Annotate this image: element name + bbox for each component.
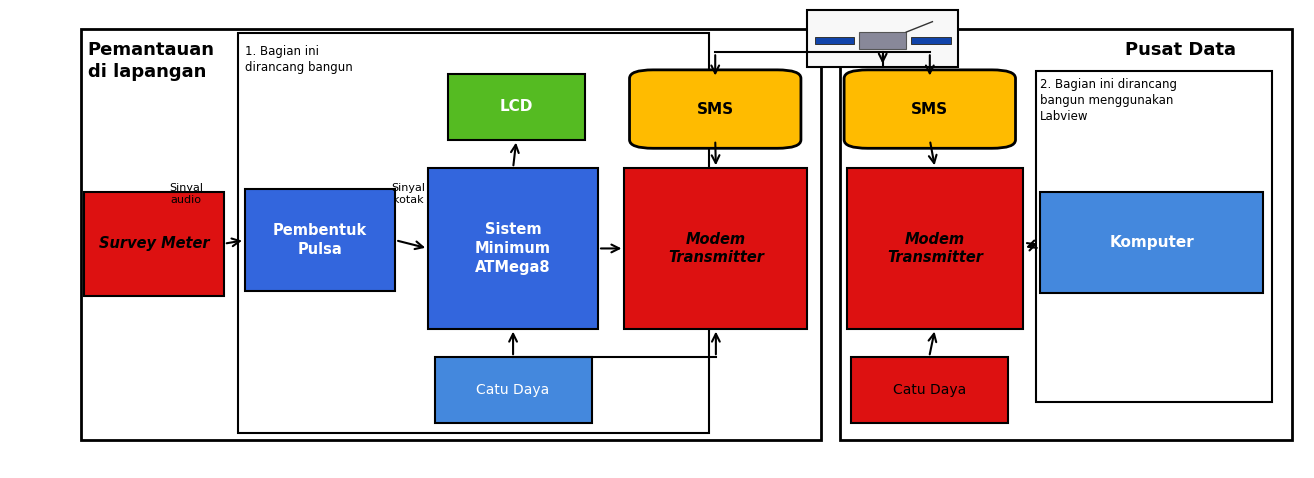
Text: SMS: SMS	[911, 102, 949, 117]
Text: Sinyal
audio: Sinyal audio	[170, 183, 202, 206]
Bar	[435, 357, 591, 423]
Text: Sistem
Minimum
ATMega8: Sistem Minimum ATMega8	[476, 222, 551, 274]
Text: 2. Bagian ini dirancang
bangun menggunakan
Labview: 2. Bagian ini dirancang bangun menggunak…	[1041, 78, 1177, 123]
FancyBboxPatch shape	[629, 70, 802, 148]
Text: Sinyal
kotak: Sinyal kotak	[392, 183, 426, 206]
Text: Komputer: Komputer	[1109, 235, 1194, 250]
Text: Catu Daya: Catu Daya	[892, 383, 966, 397]
Text: Pusat Data: Pusat Data	[1125, 41, 1236, 59]
Bar	[84, 192, 223, 296]
FancyBboxPatch shape	[844, 70, 1016, 148]
Bar	[1041, 192, 1263, 293]
Bar	[912, 37, 951, 44]
Bar	[238, 33, 710, 433]
Text: SMS: SMS	[696, 102, 733, 117]
Bar	[808, 10, 958, 66]
Bar	[840, 29, 1292, 440]
Text: Pemantauan
di lapangan: Pemantauan di lapangan	[88, 41, 214, 81]
Text: Catu Daya: Catu Daya	[477, 383, 549, 397]
Text: LCD: LCD	[499, 99, 533, 114]
Bar	[428, 168, 598, 329]
Text: Survey Meter: Survey Meter	[99, 236, 209, 251]
Bar	[448, 74, 585, 140]
Bar	[244, 189, 396, 291]
Text: 1. Bagian ini
dirancang bangun: 1. Bagian ini dirancang bangun	[244, 45, 352, 74]
Bar	[624, 168, 808, 329]
Bar	[1037, 71, 1272, 402]
Text: Modem
Transmitter: Modem Transmitter	[887, 232, 983, 265]
Bar	[859, 32, 907, 49]
Bar	[81, 29, 820, 440]
Bar	[815, 37, 854, 44]
Text: Modem
Transmitter: Modem Transmitter	[668, 232, 763, 265]
Bar	[846, 168, 1024, 329]
Bar	[850, 357, 1008, 423]
Text: Pembentuk
Pulsa: Pembentuk Pulsa	[273, 223, 367, 257]
